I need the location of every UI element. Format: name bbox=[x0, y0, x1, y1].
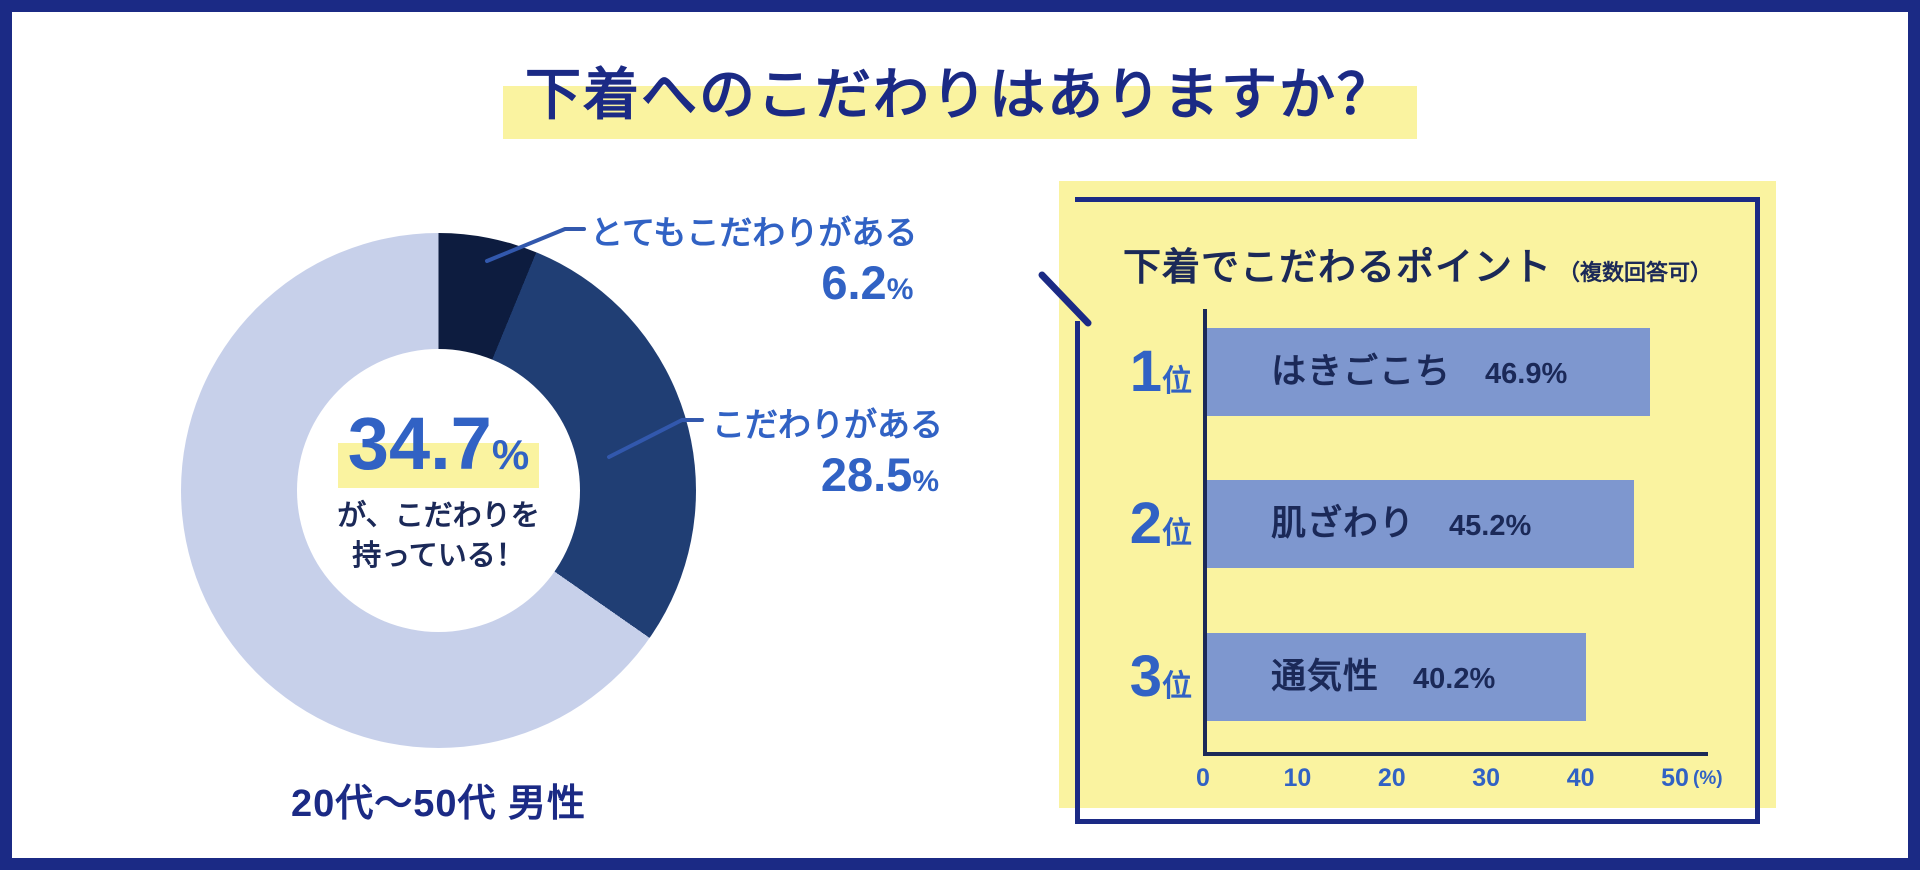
rank-number-1: 1 bbox=[1129, 339, 1162, 404]
rank-label-2: 2位 bbox=[1062, 480, 1192, 568]
x-axis-unit-label: (%) bbox=[1693, 768, 1723, 789]
center-caption-line2: 持っている！ bbox=[352, 540, 525, 573]
callout-particular-unit: % bbox=[912, 465, 939, 498]
page-title-text: 下着へのこだわりはありますか？ bbox=[503, 48, 1417, 139]
bar-y-axis bbox=[1203, 309, 1207, 756]
callout-very-particular-value: 6.2% bbox=[590, 258, 917, 307]
donut-chart: 34.7% が、こだわりを 持っている！ bbox=[181, 233, 696, 748]
center-value-number: 34.7 bbox=[347, 401, 492, 485]
bar-value-1: 46.9% bbox=[1485, 358, 1568, 390]
callout-very-particular-unit: % bbox=[886, 273, 914, 306]
callout-very-particular: とてもこだわりがある 6.2% bbox=[590, 206, 917, 307]
rank-label-1: 1位 bbox=[1062, 328, 1192, 416]
bar-value-2: 45.2% bbox=[1449, 510, 1532, 542]
bar-row-3: 通気性 40.2% bbox=[1207, 633, 1586, 721]
panel-border-left bbox=[1075, 321, 1080, 824]
bar-label-2: 肌ざわり bbox=[1271, 504, 1416, 543]
callout-particular-number: 28.5 bbox=[820, 448, 913, 501]
bar-row-1: はきごこち 46.9% bbox=[1207, 328, 1650, 416]
x-tick-label: 20 bbox=[1377, 764, 1406, 792]
rank-label-3: 3位 bbox=[1062, 633, 1192, 721]
donut-center-value: 34.7% bbox=[337, 401, 540, 489]
callout-particular-label: こだわりがある bbox=[712, 406, 943, 443]
panel-border-bottom bbox=[1075, 819, 1760, 824]
center-value-unit: % bbox=[491, 430, 530, 478]
bar-x-axis bbox=[1203, 752, 1708, 756]
bar-value-3: 40.2% bbox=[1413, 663, 1496, 695]
rank-number-3: 3 bbox=[1129, 644, 1162, 709]
x-tick-label: 40 bbox=[1566, 764, 1595, 792]
x-tick-label: 10 bbox=[1283, 764, 1312, 792]
rank-number-2: 2 bbox=[1129, 491, 1162, 556]
bar-label-1: はきごこち bbox=[1271, 352, 1452, 391]
callout-very-particular-number: 6.2 bbox=[821, 256, 887, 309]
panel-border-right bbox=[1755, 197, 1760, 824]
donut-center-caption: が、こだわりを 持っている！ bbox=[337, 496, 539, 576]
callout-very-particular-label: とてもこだわりがある bbox=[590, 214, 918, 251]
x-tick-label: 0 bbox=[1196, 764, 1210, 792]
rank-suffix-3: 位 bbox=[1162, 670, 1192, 703]
donut-hole: 34.7% が、こだわりを 持っている！ bbox=[296, 348, 581, 633]
x-tick-label: 30 bbox=[1472, 764, 1501, 792]
center-caption-line1: が、こだわりを bbox=[337, 500, 540, 533]
callout-particular-value: 28.5% bbox=[712, 450, 943, 499]
rank-suffix-1: 位 bbox=[1162, 365, 1192, 398]
bar-panel-title: 下着でこだわるポイント （複数回答可） bbox=[1059, 236, 1776, 291]
bar-label-3: 通気性 bbox=[1271, 657, 1380, 696]
x-tick-label: 50 bbox=[1661, 764, 1689, 792]
bar-chart-title: 下着でこだわるポイント bbox=[1122, 247, 1552, 289]
rank-suffix-2: 位 bbox=[1162, 517, 1192, 550]
bar-row-2: 肌ざわり 45.2% bbox=[1207, 480, 1634, 568]
x-axis-ticks: 0 10 20 30 40 50 bbox=[1196, 764, 1708, 796]
bar-chart-subtitle: （複数回答可） bbox=[1558, 260, 1713, 285]
donut-footer-label: 20代〜50代 男性 bbox=[290, 783, 587, 825]
page-title: 下着へのこだわりはありますか？ bbox=[0, 48, 1920, 139]
callout-particular: こだわりがある 28.5% bbox=[712, 398, 943, 499]
panel-border-top bbox=[1075, 197, 1760, 202]
